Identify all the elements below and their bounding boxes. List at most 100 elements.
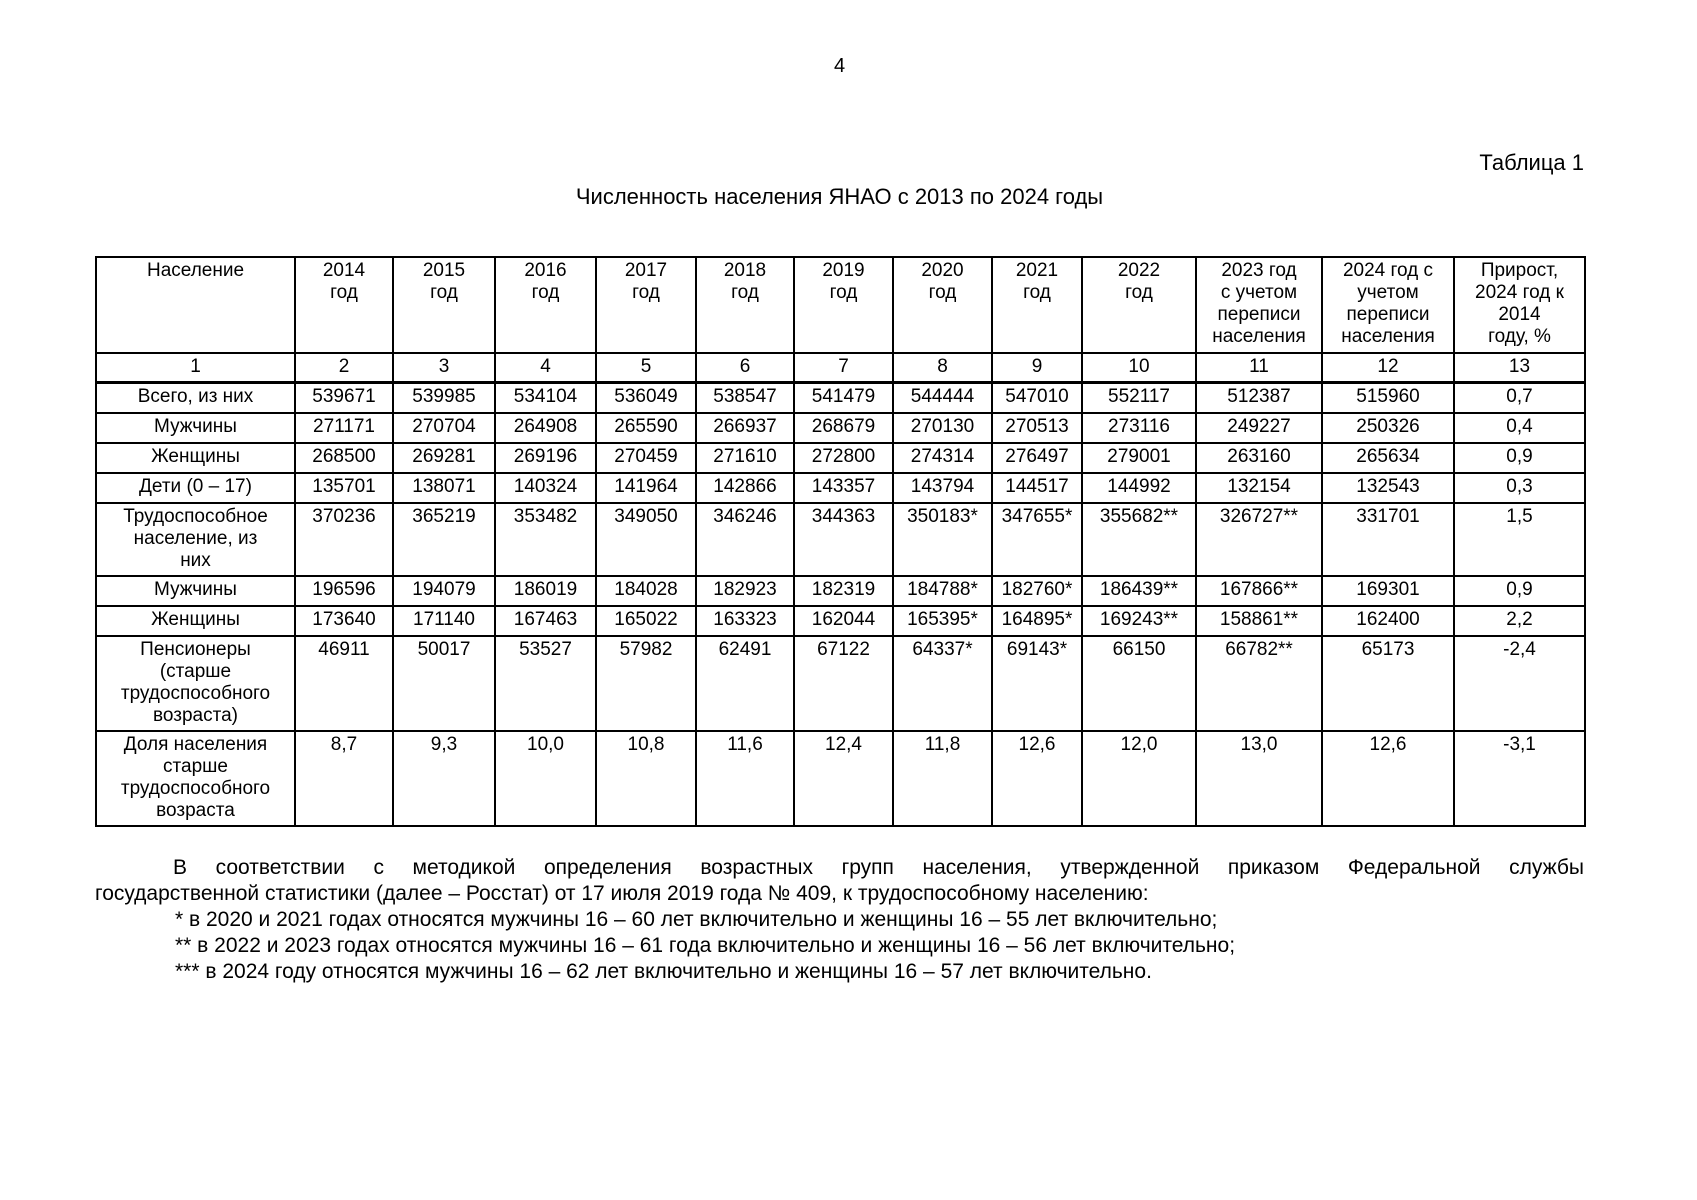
value-cell: 347655* bbox=[991, 501, 1083, 577]
value-cell: 158861** bbox=[1195, 604, 1323, 637]
column-header: 2019 год bbox=[793, 256, 894, 354]
notes-intro-line-2: государственной статистики (далее – Росс… bbox=[95, 881, 1149, 905]
note-item: * в 2020 и 2021 годах относятся мужчины … bbox=[175, 907, 1218, 931]
value-cell: 1,5 bbox=[1453, 501, 1586, 577]
value-cell: 9,3 bbox=[392, 729, 496, 827]
value-cell: 276497 bbox=[991, 441, 1083, 474]
row-label-cell: Женщины bbox=[95, 441, 296, 474]
value-cell: 350183* bbox=[892, 501, 993, 577]
value-cell: 171140 bbox=[392, 604, 496, 637]
column-number-cell: 4 bbox=[494, 352, 597, 384]
value-cell: 186019 bbox=[494, 574, 597, 607]
value-cell: 534104 bbox=[494, 381, 597, 414]
value-cell: 538547 bbox=[695, 381, 795, 414]
row-label-cell: Всего, из них bbox=[95, 381, 296, 414]
value-cell: 196596 bbox=[294, 574, 394, 607]
value-cell: 182319 bbox=[793, 574, 894, 607]
notes: В соответствии с методикой определения в… bbox=[95, 855, 1584, 985]
value-cell: -3,1 bbox=[1453, 729, 1586, 827]
value-cell: 10,8 bbox=[595, 729, 697, 827]
value-cell: 515960 bbox=[1321, 381, 1455, 414]
note-items: * в 2020 и 2021 годах относятся мужчины … bbox=[95, 907, 1584, 985]
value-cell: 331701 bbox=[1321, 501, 1455, 577]
row-label-cell: Доля населения старше трудоспособного во… bbox=[95, 729, 296, 827]
column-number-cell: 12 bbox=[1321, 352, 1455, 384]
value-cell: 346246 bbox=[695, 501, 795, 577]
table-row: Дети (0 – 17) 135701 138071 140324 141964 142… bbox=[95, 471, 1586, 504]
value-cell: 0,9 bbox=[1453, 441, 1586, 474]
table-label: Таблица 1 bbox=[1479, 150, 1584, 175]
value-cell: 0,9 bbox=[1453, 574, 1586, 607]
value-cell: 66150 bbox=[1081, 634, 1197, 732]
value-cell: 547010 bbox=[991, 381, 1083, 414]
row-label-cell: Трудоспособное население, из них bbox=[95, 501, 296, 577]
value-cell: 186439** bbox=[1081, 574, 1197, 607]
column-number-cell: 11 bbox=[1195, 352, 1323, 384]
column-header: Население bbox=[95, 256, 296, 354]
value-cell: 269196 bbox=[494, 441, 597, 474]
value-cell: 2,2 bbox=[1453, 604, 1586, 637]
value-cell: 271610 bbox=[695, 441, 795, 474]
value-cell: 0,3 bbox=[1453, 471, 1586, 504]
value-cell: 164895* bbox=[991, 604, 1083, 637]
value-cell: 512387 bbox=[1195, 381, 1323, 414]
row-label-cell: Дети (0 – 17) bbox=[95, 471, 296, 504]
value-cell: 0,7 bbox=[1453, 381, 1586, 414]
column-header: 2022 год bbox=[1081, 256, 1197, 354]
value-cell: 169301 bbox=[1321, 574, 1455, 607]
value-cell: 144992 bbox=[1081, 471, 1197, 504]
value-cell: 12,4 bbox=[793, 729, 894, 827]
value-cell: 57982 bbox=[595, 634, 697, 732]
column-header: 2020 год bbox=[892, 256, 993, 354]
value-cell: 65173 bbox=[1321, 634, 1455, 732]
value-cell: 12,0 bbox=[1081, 729, 1197, 827]
value-cell: 66782** bbox=[1195, 634, 1323, 732]
value-cell: 264908 bbox=[494, 411, 597, 444]
value-cell: 268500 bbox=[294, 441, 394, 474]
value-cell: 143357 bbox=[793, 471, 894, 504]
value-cell: 138071 bbox=[392, 471, 496, 504]
row-label-cell: Женщины bbox=[95, 604, 296, 637]
column-number-cell: 9 bbox=[991, 352, 1083, 384]
column-header: 2017 год bbox=[595, 256, 697, 354]
main-block: Население 2014 год 2015 год 2016 год 2017 го… bbox=[95, 256, 1586, 985]
column-number-cell: 2 bbox=[294, 352, 394, 384]
table-body: Всего, из них 539671 539985 534104 536049 538… bbox=[95, 381, 1586, 827]
value-cell: 541479 bbox=[793, 381, 894, 414]
table-row: Всего, из них 539671 539985 534104 536049 538… bbox=[95, 381, 1586, 414]
document-title: Численность населения ЯНАО с 2013 по 202… bbox=[575, 184, 1104, 209]
value-cell: 142866 bbox=[695, 471, 795, 504]
table-row: Женщины 173640 171140 167463 165022 163323 162… bbox=[95, 604, 1586, 637]
value-cell: 0,4 bbox=[1453, 411, 1586, 444]
value-cell: 50017 bbox=[392, 634, 496, 732]
value-cell: 12,6 bbox=[991, 729, 1083, 827]
column-number-cell: 7 bbox=[793, 352, 894, 384]
column-header: 2023 год с учетом переписи населения bbox=[1195, 256, 1323, 354]
value-cell: 270459 bbox=[595, 441, 697, 474]
value-cell: 162400 bbox=[1321, 604, 1455, 637]
column-header: 2015 год bbox=[392, 256, 496, 354]
value-cell: 132154 bbox=[1195, 471, 1323, 504]
value-cell: 184788* bbox=[892, 574, 993, 607]
value-cell: 265634 bbox=[1321, 441, 1455, 474]
value-cell: 194079 bbox=[392, 574, 496, 607]
value-cell: 353482 bbox=[494, 501, 597, 577]
column-number-cell: 10 bbox=[1081, 352, 1197, 384]
value-cell: 67122 bbox=[793, 634, 894, 732]
value-cell: 8,7 bbox=[294, 729, 394, 827]
value-cell: 184028 bbox=[595, 574, 697, 607]
value-cell: 144517 bbox=[991, 471, 1083, 504]
value-cell: 135701 bbox=[294, 471, 394, 504]
note-item: *** в 2024 году относятся мужчины 16 – 6… bbox=[175, 959, 1152, 983]
value-cell: 13,0 bbox=[1195, 729, 1323, 827]
value-cell: 53527 bbox=[494, 634, 597, 732]
column-header: Прирост, 2024 год к 2014 году, % bbox=[1453, 256, 1586, 354]
value-cell: 165395* bbox=[892, 604, 993, 637]
value-cell: 250326 bbox=[1321, 411, 1455, 444]
table-row: Доля населения старше трудоспособного во… bbox=[95, 729, 1586, 827]
value-cell: 69143* bbox=[991, 634, 1083, 732]
value-cell: 273116 bbox=[1081, 411, 1197, 444]
value-cell: -2,4 bbox=[1453, 634, 1586, 732]
value-cell: 270513 bbox=[991, 411, 1083, 444]
value-cell: 132543 bbox=[1321, 471, 1455, 504]
